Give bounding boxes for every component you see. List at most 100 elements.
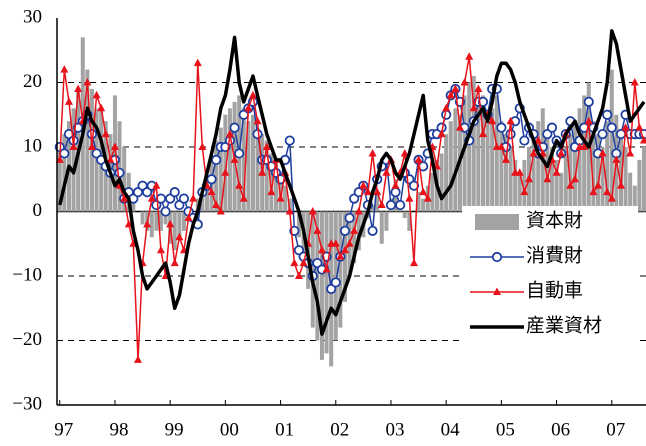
marker — [515, 168, 524, 176]
bar — [559, 172, 564, 212]
marker — [519, 135, 530, 146]
y-tick-label: 30 — [23, 6, 42, 27]
bar — [494, 95, 499, 212]
bar — [471, 76, 476, 212]
marker — [354, 207, 363, 215]
marker — [524, 174, 533, 183]
marker — [566, 181, 575, 189]
bar — [416, 192, 421, 212]
marker — [607, 194, 616, 202]
marker — [147, 194, 156, 202]
bar — [269, 153, 274, 212]
marker — [395, 199, 406, 211]
marker — [505, 129, 516, 140]
bar — [200, 192, 205, 212]
bar — [628, 172, 633, 212]
marker — [330, 277, 341, 288]
marker — [469, 103, 478, 112]
bar — [402, 211, 407, 218]
marker — [252, 129, 263, 140]
marker — [367, 225, 378, 236]
marker — [639, 136, 646, 144]
marker — [382, 168, 391, 176]
marker — [244, 103, 253, 112]
marker — [534, 136, 543, 144]
marker — [345, 239, 354, 247]
marker — [267, 187, 276, 196]
marker — [477, 96, 489, 107]
bar — [255, 127, 260, 212]
legend-box — [462, 206, 638, 360]
marker — [101, 129, 110, 138]
legend-item: 自動車 — [470, 279, 583, 301]
bar — [158, 211, 163, 231]
marker — [359, 181, 368, 189]
legend-marker — [493, 287, 501, 295]
marker — [294, 271, 303, 279]
marker — [501, 155, 510, 163]
bar — [149, 211, 154, 238]
marker — [133, 355, 142, 363]
y-tick-label: 10 — [23, 135, 42, 156]
marker — [385, 199, 397, 211]
bar — [545, 134, 550, 212]
marker — [612, 155, 621, 163]
marker — [437, 129, 446, 138]
bar — [480, 95, 485, 212]
x-tick-label: 05 — [496, 419, 515, 440]
bar — [632, 185, 637, 212]
x-tick-label: 98 — [109, 419, 128, 440]
line — [58, 29, 646, 336]
marker — [97, 103, 106, 112]
marker — [593, 181, 602, 189]
legend-item: 消費財 — [470, 244, 583, 266]
x-tick-label: 07 — [606, 419, 625, 440]
marker — [87, 142, 96, 150]
bar — [177, 211, 182, 238]
bar — [352, 211, 357, 264]
marker — [409, 258, 418, 267]
bar — [117, 121, 122, 212]
marker — [313, 226, 322, 234]
bar — [379, 211, 384, 244]
y-tick-label: 20 — [23, 71, 42, 92]
bar — [531, 134, 536, 212]
marker — [583, 96, 594, 107]
bar — [637, 159, 642, 212]
bar — [536, 121, 541, 212]
bar — [89, 88, 94, 212]
legend-item: 資本財 — [475, 209, 583, 231]
bar — [609, 69, 614, 212]
marker — [207, 187, 216, 196]
x-tick-label: 02 — [330, 419, 349, 440]
bar — [122, 147, 127, 212]
marker — [317, 245, 326, 254]
marker — [377, 200, 386, 209]
bar — [218, 127, 223, 212]
marker — [110, 142, 119, 150]
line — [59, 55, 645, 361]
marker — [175, 232, 184, 241]
bar — [310, 211, 315, 328]
bar — [407, 211, 412, 231]
marker — [152, 181, 161, 189]
marker — [211, 154, 222, 165]
marker — [235, 181, 244, 189]
marker — [234, 148, 245, 159]
bar — [508, 147, 513, 212]
legend-item: 産業資材 — [470, 314, 602, 336]
marker — [253, 116, 262, 125]
marker — [230, 155, 239, 163]
bar — [572, 121, 577, 212]
marker — [589, 187, 598, 196]
legend-label: 自動車 — [526, 279, 583, 301]
bar — [444, 134, 449, 212]
marker — [557, 148, 566, 157]
bar — [273, 159, 278, 212]
bar — [140, 211, 145, 225]
marker — [390, 187, 401, 198]
marker — [405, 194, 414, 202]
bar — [485, 114, 490, 212]
marker — [580, 142, 589, 150]
marker — [221, 168, 230, 176]
